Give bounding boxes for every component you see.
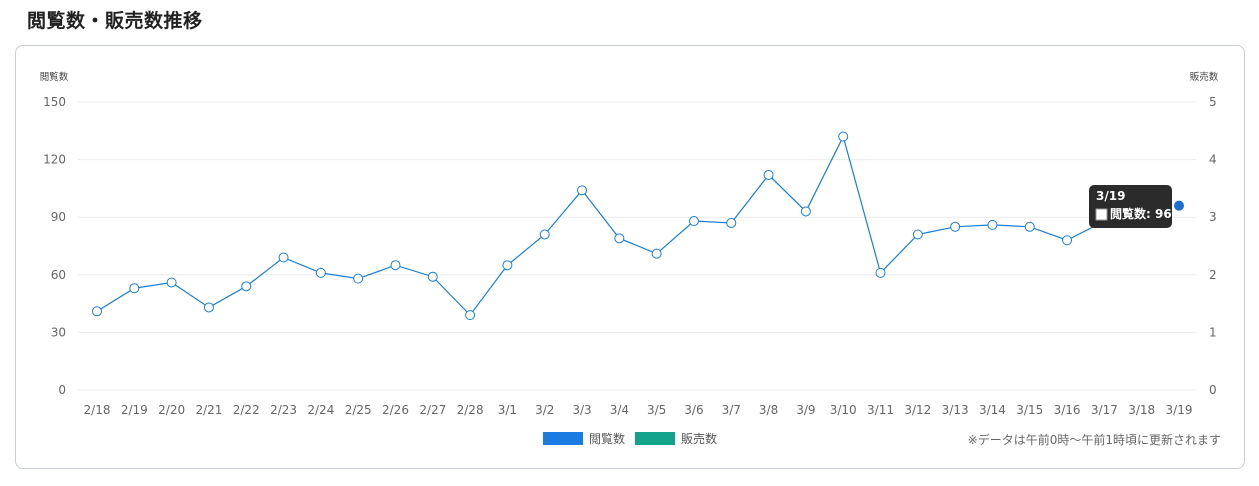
views-point bbox=[912, 229, 923, 240]
views-line bbox=[96, 134, 1105, 317]
views-point bbox=[800, 206, 811, 217]
chart-tooltip: 3/19 閲覧数: 96 bbox=[1089, 185, 1172, 228]
x-tick-label: 3/6 bbox=[684, 403, 703, 417]
x-tick-label: 3/12 bbox=[904, 403, 931, 417]
x-tick-label: 3/7 bbox=[722, 403, 741, 417]
x-tick-label: 2/23 bbox=[270, 403, 297, 417]
views-point bbox=[950, 221, 961, 232]
x-tick-label: 3/13 bbox=[942, 403, 969, 417]
right-axis-ticks: 0 1 2 3 4 5 bbox=[1209, 95, 1217, 397]
left-tick-label: 30 bbox=[51, 325, 66, 339]
left-tick-label: 90 bbox=[51, 210, 66, 224]
left-tick-label: 0 bbox=[58, 383, 66, 397]
left-tick-label: 150 bbox=[43, 95, 66, 109]
views-point bbox=[1024, 221, 1035, 232]
x-tick-label: 2/22 bbox=[233, 403, 260, 417]
right-tick-label: 4 bbox=[1209, 153, 1217, 167]
right-tick-label: 2 bbox=[1209, 268, 1217, 282]
x-tick-label: 3/5 bbox=[647, 403, 666, 417]
right-tick-label: 0 bbox=[1209, 383, 1217, 397]
views-point bbox=[726, 217, 737, 228]
chart-legend: 閲覧数 販売数 bbox=[543, 430, 727, 447]
page-title: 閲覧数・販売数推移 bbox=[27, 10, 203, 32]
chart-card bbox=[15, 45, 1245, 469]
update-footnote: ※データは午前0時〜午前1時頃に更新されます bbox=[967, 433, 1221, 447]
views-point bbox=[390, 260, 401, 271]
views-point bbox=[1062, 235, 1073, 246]
x-tick-label: 3/9 bbox=[796, 403, 815, 417]
x-tick-label: 3/4 bbox=[610, 403, 629, 417]
left-axis-ticks: 0 30 60 90 120 150 bbox=[43, 95, 66, 397]
views-point bbox=[838, 131, 849, 142]
views-point bbox=[577, 185, 588, 196]
views-point bbox=[875, 267, 886, 278]
x-axis-ticks: 2/18 2/19 2/20 2/21 2/22 2/23 2/24 2/25 2/26 2/27… bbox=[84, 403, 1193, 417]
x-tick-label: 3/11 bbox=[867, 403, 894, 417]
x-tick-label: 2/25 bbox=[345, 403, 372, 417]
legend-item-sales[interactable]: 販売数 bbox=[635, 430, 717, 447]
x-tick-label: 2/21 bbox=[195, 403, 222, 417]
x-tick-label: 2/26 bbox=[382, 403, 409, 417]
views-point bbox=[427, 271, 438, 282]
legend-label-sales: 販売数 bbox=[681, 432, 718, 446]
x-tick-label: 3/8 bbox=[759, 403, 778, 417]
x-tick-label: 3/1 bbox=[498, 403, 517, 417]
right-tick-label: 1 bbox=[1209, 325, 1217, 339]
views-point bbox=[614, 233, 625, 244]
tooltip-title: 3/19 bbox=[1096, 189, 1125, 203]
legend-swatch-sales bbox=[635, 432, 676, 445]
left-axis-title: 閲覧数 bbox=[40, 71, 69, 83]
views-point bbox=[688, 216, 699, 227]
views-point bbox=[129, 283, 140, 294]
left-tick-label: 120 bbox=[43, 153, 66, 167]
views-point bbox=[278, 252, 289, 263]
views-point bbox=[315, 267, 326, 278]
views-point bbox=[987, 219, 998, 230]
x-tick-label: 3/16 bbox=[1054, 403, 1081, 417]
x-tick-label: 2/28 bbox=[457, 403, 484, 417]
views-point bbox=[763, 169, 774, 180]
legend-label-views: 閲覧数 bbox=[589, 432, 626, 446]
views-point bbox=[241, 281, 252, 292]
views-point-active bbox=[1174, 200, 1184, 211]
chart-series bbox=[92, 131, 1184, 321]
x-tick-label: 3/15 bbox=[1016, 403, 1043, 417]
x-tick-label: 2/27 bbox=[419, 403, 446, 417]
x-tick-label: 3/19 bbox=[1166, 403, 1193, 417]
left-tick-label: 60 bbox=[51, 268, 66, 282]
views-point bbox=[651, 248, 662, 259]
chart-grid bbox=[78, 101, 1196, 391]
x-tick-label: 2/18 bbox=[84, 403, 111, 417]
views-point bbox=[465, 310, 476, 321]
x-tick-label: 2/19 bbox=[121, 403, 148, 417]
legend-swatch-views bbox=[543, 432, 583, 445]
x-tick-label: 3/17 bbox=[1091, 403, 1118, 417]
x-tick-label: 2/24 bbox=[307, 403, 334, 417]
tooltip-box bbox=[1089, 185, 1172, 228]
views-point bbox=[502, 260, 513, 271]
legend-item-views[interactable]: 閲覧数 bbox=[543, 430, 625, 447]
views-point bbox=[92, 306, 102, 317]
right-tick-label: 5 bbox=[1209, 95, 1217, 109]
views-point bbox=[203, 302, 214, 313]
x-tick-label: 3/18 bbox=[1128, 403, 1155, 417]
x-tick-label: 2/20 bbox=[158, 403, 185, 417]
tooltip-label: 閲覧数: 96 bbox=[1110, 206, 1172, 221]
x-tick-label: 3/3 bbox=[572, 403, 591, 417]
right-tick-label: 3 bbox=[1209, 210, 1217, 224]
x-tick-label: 3/10 bbox=[830, 403, 857, 417]
tooltip-swatch bbox=[1095, 208, 1108, 221]
views-point bbox=[166, 277, 177, 288]
x-tick-label: 3/2 bbox=[535, 403, 554, 417]
x-tick-label: 3/14 bbox=[979, 403, 1006, 417]
views-point bbox=[539, 229, 550, 240]
views-point bbox=[353, 273, 364, 284]
right-axis-title: 販売数 bbox=[1190, 71, 1219, 83]
